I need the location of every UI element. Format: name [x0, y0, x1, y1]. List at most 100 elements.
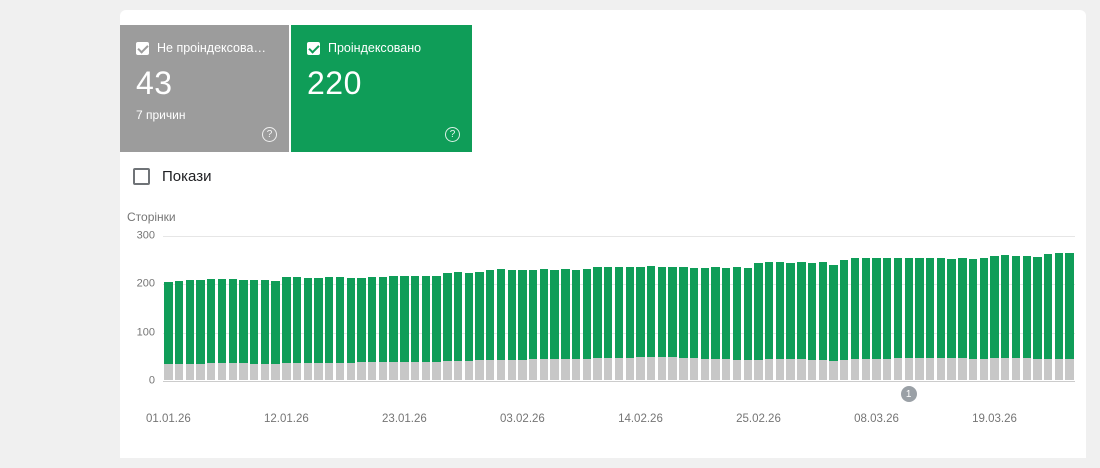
- bar[interactable]: [904, 257, 913, 380]
- bar[interactable]: [335, 277, 345, 380]
- bar[interactable]: [679, 267, 688, 380]
- bar[interactable]: [486, 269, 495, 380]
- bar[interactable]: [807, 262, 817, 380]
- bar[interactable]: [743, 267, 752, 380]
- bar[interactable]: [528, 269, 538, 380]
- bar[interactable]: [239, 279, 248, 380]
- bar[interactable]: [765, 262, 774, 380]
- bar[interactable]: [990, 255, 999, 380]
- card-not-indexed[interactable]: Не проіндексова… 43 7 причин ?: [120, 25, 289, 152]
- bar[interactable]: [722, 267, 731, 380]
- bar[interactable]: [582, 269, 591, 380]
- indexed-label: Проіндексовано: [328, 41, 422, 55]
- bar[interactable]: [378, 276, 388, 380]
- bar[interactable]: [1065, 252, 1074, 380]
- bar[interactable]: [346, 277, 355, 380]
- bar[interactable]: [786, 262, 795, 380]
- bar[interactable]: [539, 269, 549, 380]
- bar[interactable]: [421, 276, 431, 380]
- not-indexed-checkbox[interactable]: [136, 41, 149, 55]
- bar[interactable]: [883, 257, 892, 380]
- bar[interactable]: [829, 264, 838, 380]
- bar[interactable]: [164, 281, 173, 380]
- bar[interactable]: [1054, 253, 1064, 380]
- bar[interactable]: [636, 266, 645, 380]
- indexed-checkbox[interactable]: [307, 41, 320, 55]
- bar[interactable]: [657, 266, 667, 380]
- bar[interactable]: [260, 280, 270, 380]
- not-indexed-value: 43: [136, 65, 173, 101]
- impressions-checkbox[interactable]: [133, 168, 150, 185]
- bar[interactable]: [968, 258, 978, 380]
- bar[interactable]: [271, 280, 280, 380]
- bar[interactable]: [925, 257, 935, 380]
- bar[interactable]: [1001, 255, 1010, 380]
- bar[interactable]: [292, 277, 302, 380]
- bar[interactable]: [797, 262, 806, 380]
- x-tick-label: 19.03.26: [972, 413, 1017, 425]
- bar[interactable]: [314, 277, 323, 380]
- bar[interactable]: [453, 272, 463, 380]
- bar[interactable]: [872, 258, 881, 380]
- bar[interactable]: [250, 279, 259, 380]
- bar[interactable]: [1043, 253, 1053, 380]
- bar[interactable]: [561, 269, 570, 380]
- bar[interactable]: [325, 277, 334, 380]
- bar[interactable]: [207, 279, 216, 380]
- bar[interactable]: [475, 272, 484, 380]
- bar[interactable]: [840, 260, 849, 380]
- bar[interactable]: [496, 269, 506, 380]
- bar[interactable]: [368, 277, 377, 380]
- bar[interactable]: [818, 262, 828, 380]
- bar[interactable]: [185, 280, 194, 380]
- bar[interactable]: [915, 258, 924, 380]
- bar[interactable]: [604, 266, 613, 380]
- bar[interactable]: [850, 258, 860, 380]
- bar[interactable]: [1011, 255, 1021, 380]
- bar[interactable]: [711, 267, 720, 380]
- bar[interactable]: [303, 277, 313, 380]
- bar[interactable]: [357, 277, 366, 380]
- bar[interactable]: [689, 267, 699, 380]
- bar[interactable]: [464, 272, 473, 380]
- bar[interactable]: [958, 258, 967, 380]
- bar[interactable]: [775, 262, 785, 380]
- annotation-badge[interactable]: 1: [900, 386, 917, 402]
- bar[interactable]: [410, 275, 420, 380]
- bar[interactable]: [571, 269, 581, 380]
- impressions-toggle[interactable]: Покази: [133, 168, 211, 185]
- bar[interactable]: [614, 266, 624, 380]
- help-icon[interactable]: ?: [262, 127, 277, 142]
- bar[interactable]: [282, 277, 291, 380]
- bar[interactable]: [625, 267, 634, 380]
- bar[interactable]: [947, 258, 956, 380]
- bar[interactable]: [1033, 256, 1042, 380]
- metric-cards: Не проіндексова… 43 7 причин ? Проіндекс…: [120, 25, 472, 152]
- bar[interactable]: [217, 279, 227, 380]
- bar[interactable]: [518, 269, 527, 380]
- bar[interactable]: [432, 275, 441, 380]
- bar[interactable]: [400, 276, 409, 380]
- bar[interactable]: [593, 267, 602, 380]
- bar[interactable]: [700, 267, 709, 380]
- bar[interactable]: [668, 266, 677, 380]
- bar[interactable]: [754, 262, 763, 380]
- bar[interactable]: [936, 258, 946, 380]
- bar[interactable]: [507, 269, 516, 380]
- bar[interactable]: [196, 279, 205, 380]
- bar[interactable]: [174, 280, 184, 380]
- help-icon[interactable]: ?: [445, 127, 460, 142]
- card-indexed[interactable]: Проіндексовано 220 ?: [291, 25, 472, 152]
- bar[interactable]: [861, 257, 870, 380]
- not-indexed-subtitle[interactable]: 7 причин: [136, 108, 186, 122]
- bar[interactable]: [228, 279, 237, 380]
- bar[interactable]: [443, 272, 452, 380]
- bar[interactable]: [979, 258, 988, 380]
- bar[interactable]: [1022, 256, 1031, 380]
- bar[interactable]: [893, 258, 903, 380]
- bar[interactable]: [550, 269, 559, 380]
- bar[interactable]: [732, 267, 742, 380]
- x-tick-label: 03.02.26: [500, 413, 545, 425]
- bar[interactable]: [389, 276, 398, 380]
- bar[interactable]: [647, 266, 656, 380]
